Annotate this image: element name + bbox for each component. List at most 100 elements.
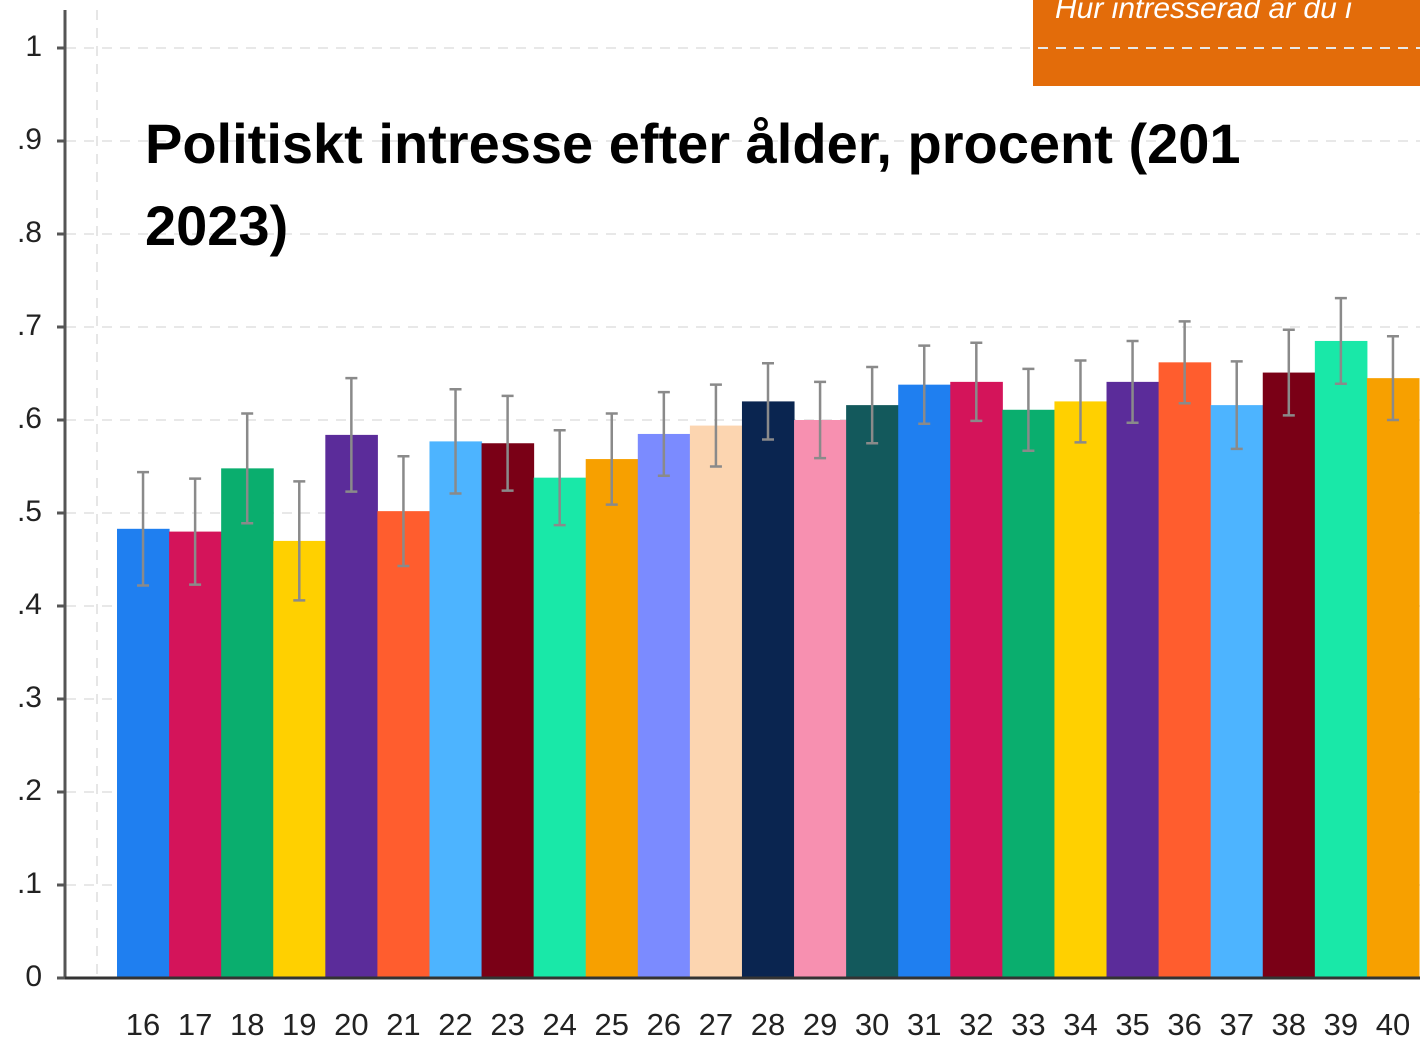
x-tick-label: 35 [1115, 1007, 1149, 1042]
error-bar-line [866, 365, 879, 445]
y-tick-label: .4 [17, 588, 42, 621]
y-tick-label: 1 [25, 30, 42, 63]
bar [273, 540, 326, 978]
error-bar [1230, 360, 1243, 451]
bar [898, 384, 951, 978]
x-tick-label: 22 [438, 1007, 472, 1042]
x-tick-label: 23 [490, 1007, 524, 1042]
error-bar-line [345, 376, 358, 493]
error-bar-line [1282, 328, 1295, 417]
error-bar [449, 388, 462, 495]
error-bar-line [1074, 359, 1087, 444]
error-bar [189, 477, 202, 586]
bar [689, 425, 743, 979]
error-bar-line [657, 390, 670, 478]
error-bar-line [1334, 296, 1347, 385]
error-bar [709, 383, 722, 468]
error-bar [1178, 320, 1191, 405]
error-bar-line [814, 380, 827, 460]
error-bar-line [397, 455, 410, 568]
x-tick-label: 31 [907, 1007, 941, 1042]
bar [377, 511, 430, 978]
error-bar-line [241, 412, 254, 525]
x-tick-label: 27 [699, 1007, 733, 1042]
bar [950, 381, 1003, 978]
error-bar [501, 394, 514, 492]
error-bar [866, 365, 879, 445]
error-bar [1334, 296, 1347, 385]
x-tick-label: 29 [803, 1007, 837, 1042]
error-bar-line [293, 480, 306, 602]
bar [1158, 362, 1212, 979]
error-bar [1282, 328, 1295, 417]
x-tick-label: 40 [1376, 1007, 1410, 1042]
y-tick-label: .3 [17, 681, 42, 714]
error-bar-line [762, 362, 774, 441]
bar [794, 420, 847, 978]
x-tick-label: 20 [334, 1007, 368, 1042]
x-tick-label: 38 [1272, 1007, 1306, 1042]
error-bar-line [501, 394, 514, 492]
error-bar [762, 362, 774, 441]
bar [1262, 372, 1316, 978]
error-bar-line [1022, 367, 1035, 452]
error-bar-line [1126, 339, 1139, 425]
y-tick-label: .9 [17, 123, 42, 156]
bar [846, 405, 899, 978]
x-tick-label: 18 [230, 1007, 264, 1042]
x-tick-label: 30 [855, 1007, 889, 1042]
y-tick-label: .1 [17, 867, 42, 900]
bar [533, 477, 587, 978]
y-tick-label: .7 [17, 309, 42, 342]
x-tick-label: 19 [282, 1007, 316, 1042]
bar [1210, 405, 1264, 978]
x-tick-label: 17 [178, 1007, 212, 1042]
y-tick-label: 0 [25, 960, 42, 993]
x-tick-label: 32 [959, 1007, 993, 1042]
error-bar-line [918, 344, 931, 425]
chart-title: 2023) [145, 194, 288, 257]
x-tick-label: 24 [542, 1007, 576, 1042]
bar [429, 441, 483, 978]
error-bar [1126, 339, 1139, 425]
error-bar [605, 412, 618, 506]
error-bar-line [1386, 335, 1399, 422]
error-bar [1022, 367, 1035, 452]
error-bar [553, 428, 566, 527]
error-bar [345, 376, 358, 493]
x-tick-label: 16 [126, 1007, 160, 1042]
x-tick-label: 36 [1167, 1007, 1201, 1042]
chart-title: Politiskt intresse efter ålder, procent … [145, 112, 1241, 175]
error-bar [814, 380, 827, 460]
y-tick-label: .5 [17, 495, 42, 528]
x-tick-label: 21 [386, 1007, 420, 1042]
bar [1314, 340, 1368, 978]
banner-box [1033, 0, 1420, 86]
x-tick-label: 28 [751, 1007, 785, 1042]
error-bar-line [709, 383, 722, 468]
bar [637, 433, 691, 978]
error-bar-line [605, 412, 618, 506]
bar [1106, 381, 1160, 978]
error-bar-line [137, 470, 150, 587]
y-tick-label: .8 [17, 216, 42, 249]
bar [221, 468, 274, 978]
bar [169, 531, 222, 978]
bar [481, 443, 535, 978]
error-bar [241, 412, 254, 525]
x-tick-label: 37 [1219, 1007, 1253, 1042]
error-bar [293, 480, 306, 602]
x-tick-label: 26 [647, 1007, 681, 1042]
bar [1366, 378, 1420, 978]
x-tick-label: 39 [1324, 1007, 1358, 1042]
error-bar-line [449, 388, 462, 495]
error-bar-line [970, 341, 983, 423]
error-bar [137, 470, 150, 587]
banner-text: Hur intresserad är du i [1055, 0, 1353, 25]
error-bar [918, 344, 931, 425]
error-bar [1386, 335, 1399, 422]
error-bar [657, 390, 670, 478]
error-bar [970, 341, 983, 423]
error-bar-line [553, 428, 566, 527]
